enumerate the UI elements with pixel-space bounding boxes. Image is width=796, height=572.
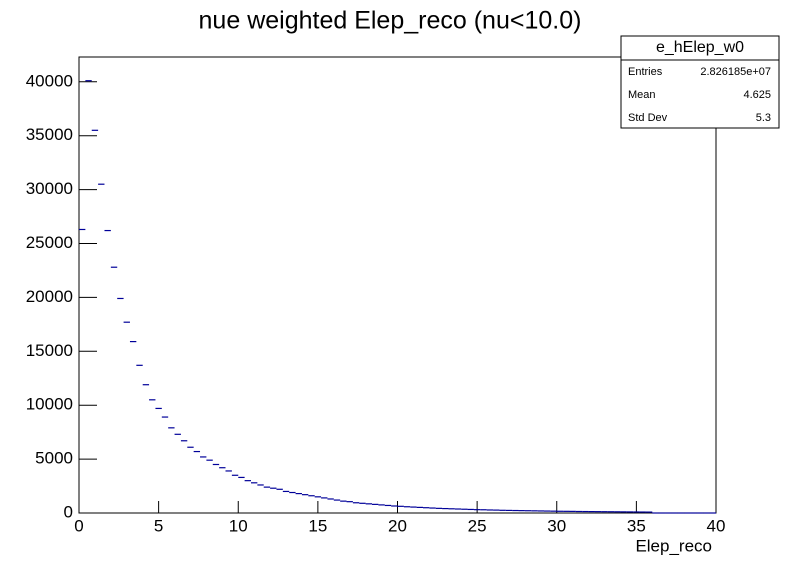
y-tick-label: 20000 xyxy=(26,287,73,306)
stats-value: 2.826185e+07 xyxy=(700,66,771,78)
x-tick-label: 10 xyxy=(229,516,248,535)
stats-label: Std Dev xyxy=(628,112,668,124)
x-tick-label: 30 xyxy=(547,516,566,535)
stats-value: 5.3 xyxy=(756,112,771,124)
y-tick-label: 30000 xyxy=(26,179,73,198)
stats-label: Entries xyxy=(628,66,663,78)
y-tick-label: 10000 xyxy=(26,395,73,414)
x-tick-label: 40 xyxy=(707,516,726,535)
y-tick-label: 5000 xyxy=(35,449,73,468)
y-tick-label: 35000 xyxy=(26,125,73,144)
x-tick-label: 20 xyxy=(388,516,407,535)
y-tick-label: 25000 xyxy=(26,233,73,252)
stats-label: Mean xyxy=(628,89,656,101)
y-tick-label: 0 xyxy=(64,502,73,521)
chart-title: nue weighted Elep_reco (nu<10.0) xyxy=(199,7,582,35)
stats-value: 4.625 xyxy=(743,89,771,101)
x-tick-label: 15 xyxy=(308,516,327,535)
x-tick-label: 0 xyxy=(74,516,83,535)
stats-frame xyxy=(620,35,780,129)
y-tick-label: 15000 xyxy=(26,341,73,360)
stats-box: e_hElep_w0 xyxy=(620,35,780,129)
x-tick-label: 25 xyxy=(468,516,487,535)
x-tick-label: 5 xyxy=(154,516,163,535)
stats-title: e_hElep_w0 xyxy=(656,39,744,56)
y-tick-label: 40000 xyxy=(26,71,73,90)
x-tick-label: 35 xyxy=(627,516,646,535)
x-axis-label: Elep_reco xyxy=(635,536,712,555)
